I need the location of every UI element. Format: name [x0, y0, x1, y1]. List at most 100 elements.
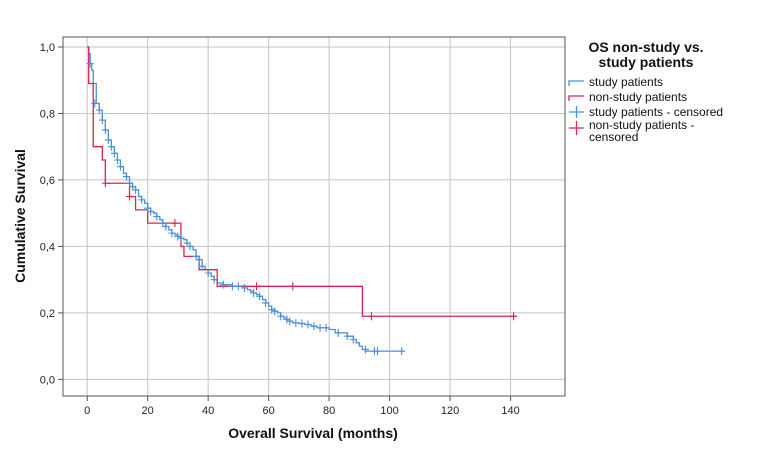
censor-mark-study	[304, 320, 312, 329]
censor-mark-study	[398, 347, 406, 356]
censor-mark-study	[210, 275, 218, 284]
censor-mark-study	[271, 307, 279, 316]
censor-mark-study	[343, 332, 351, 341]
censor-mark-study	[132, 185, 140, 194]
censor-mark-non-study	[171, 219, 179, 228]
legend-item-non-study-patients: non-study patients	[568, 90, 687, 104]
censor-mark-study	[159, 219, 167, 228]
censor-mark-study	[374, 347, 382, 356]
legend-item-non-study-censored: non-study patients - censored	[569, 118, 694, 144]
series-line-non-study	[87, 46, 517, 317]
x-tick-label: 40	[202, 405, 214, 417]
censor-mark-non-study	[253, 282, 261, 291]
censor-mark-study	[198, 262, 206, 271]
censor-mark-study	[310, 322, 318, 331]
x-tick-label: 0	[84, 405, 90, 417]
censor-mark-non-study	[101, 179, 109, 188]
censor-mark-study	[234, 282, 242, 291]
censor-mark-study	[144, 204, 152, 213]
censor-mark-study	[292, 318, 300, 327]
censor-mark-study	[113, 155, 121, 164]
censor-mark-non-study	[367, 312, 375, 321]
censor-mark-study	[101, 126, 109, 135]
censor-mark-study	[126, 179, 134, 188]
x-axis-title: Overall Survival (months)	[228, 425, 398, 441]
y-axis-title: Cumulative Survival	[12, 149, 28, 283]
censor-mark-study	[204, 269, 212, 278]
x-tick-label: 60	[263, 405, 275, 417]
x-tick-label: 80	[323, 405, 335, 417]
censor-mark-study	[138, 195, 146, 204]
censor-mark-study	[104, 136, 112, 145]
y-tick-label: 0,6	[40, 175, 55, 187]
legend: OS non-study vs. study patients study pa…	[568, 39, 723, 144]
censor-mark-non-study	[510, 312, 518, 321]
censor-mark-study	[349, 335, 357, 344]
legend-label-line-2: censored	[589, 130, 638, 144]
censor-mark-study	[250, 288, 258, 297]
series-lines	[87, 46, 517, 352]
censor-mark-study	[162, 222, 170, 231]
censor-mark-study	[183, 239, 191, 248]
censor-mark-study	[186, 242, 194, 251]
censor-mark-study	[277, 312, 285, 321]
censor-mark-study	[286, 317, 294, 326]
plot-frame	[62, 36, 566, 397]
censor-mark-study	[174, 232, 182, 241]
censor-mark-study	[283, 315, 291, 324]
legend-label: study patients	[589, 75, 663, 89]
x-tick-label: 140	[501, 405, 519, 417]
censor-mark-study	[195, 255, 203, 264]
censor-mark-study	[228, 282, 236, 291]
y-tick-label: 0,8	[40, 108, 55, 120]
grid	[63, 37, 565, 396]
censor-mark-study	[110, 149, 118, 158]
censor-mark-study	[322, 323, 330, 332]
censor-mark-study	[147, 207, 155, 216]
legend-label: non-study patients	[589, 90, 687, 104]
censor-mark-study	[268, 305, 276, 314]
legend-title-line-1: OS non-study vs.	[588, 39, 703, 55]
censor-mark-study	[168, 229, 176, 238]
censor-mark-non-study	[126, 192, 134, 201]
legend-item-study-censored: study patients - censored	[569, 105, 723, 119]
censor-mark-study	[98, 116, 106, 125]
censor-mark-study	[107, 142, 115, 151]
censor-mark-study	[219, 280, 227, 289]
y-tick-label: 0,4	[40, 241, 55, 253]
y-tick-label: 1,0	[40, 42, 55, 54]
legend-swatch-non-study-plus	[569, 121, 584, 135]
x-tick-label: 120	[441, 405, 459, 417]
x-tick-label: 20	[142, 405, 154, 417]
legend-swatch-study-plus	[569, 106, 584, 118]
legend-swatch-non-study-step	[568, 95, 584, 101]
censor-mark-study	[95, 106, 103, 115]
censor-mark-study	[192, 252, 200, 261]
censor-mark-study	[177, 234, 185, 243]
legend-label: study patients - censored	[589, 105, 723, 119]
x-tick-label: 100	[380, 405, 398, 417]
censor-mark-study	[256, 292, 264, 301]
censor-mark-study	[123, 172, 131, 181]
y-tick-label: 0,0	[40, 374, 55, 386]
legend-label-line-1: non-study patients -	[589, 118, 694, 132]
censor-mark-study	[240, 283, 248, 292]
censor-marks	[86, 59, 518, 356]
legend-item-study-patients: study patients	[568, 75, 663, 89]
censor-mark-non-study	[289, 282, 297, 291]
censor-mark-study	[262, 298, 270, 307]
censor-mark-study	[334, 328, 342, 337]
axes: 0 20 40 60 80 100 120 140 0,0 0,2 0,4 0,6 0,8 1,0	[40, 42, 520, 417]
legend-swatch-study-step	[568, 80, 584, 86]
censor-mark-study	[316, 323, 324, 332]
censor-mark-study	[116, 162, 124, 171]
legend-title-line-2: study patients	[599, 54, 694, 70]
censor-mark-study	[129, 182, 137, 191]
censor-mark-study	[298, 319, 306, 328]
censor-mark-study	[361, 345, 369, 354]
series-line-study	[87, 46, 405, 352]
censor-mark-study	[153, 212, 161, 221]
censor-mark-study	[91, 99, 99, 108]
censor-mark-study	[86, 59, 94, 68]
